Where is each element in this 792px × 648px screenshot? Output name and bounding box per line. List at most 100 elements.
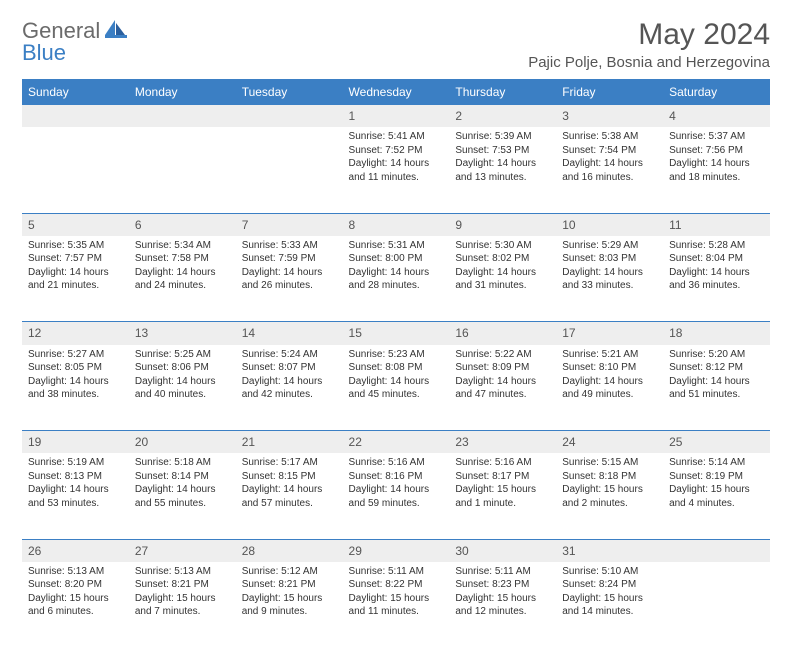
sunset-text: Sunset: 7:54 PM bbox=[562, 144, 657, 158]
day1-text: Daylight: 15 hours bbox=[669, 483, 764, 497]
day-cell: Sunrise: 5:25 AMSunset: 8:06 PMDaylight:… bbox=[129, 345, 236, 431]
day-cell: Sunrise: 5:12 AMSunset: 8:21 PMDaylight:… bbox=[236, 562, 343, 648]
sunrise-text: Sunrise: 5:13 AM bbox=[28, 565, 123, 579]
day-cell: Sunrise: 5:21 AMSunset: 8:10 PMDaylight:… bbox=[556, 345, 663, 431]
day1-text: Daylight: 14 hours bbox=[669, 157, 764, 171]
day1-text: Daylight: 15 hours bbox=[242, 592, 337, 606]
sunset-text: Sunset: 8:10 PM bbox=[562, 361, 657, 375]
sunset-text: Sunset: 8:08 PM bbox=[349, 361, 444, 375]
day1-text: Daylight: 14 hours bbox=[562, 157, 657, 171]
week-row: Sunrise: 5:27 AMSunset: 8:05 PMDaylight:… bbox=[22, 345, 770, 431]
day2-text: and 33 minutes. bbox=[562, 279, 657, 293]
sunset-text: Sunset: 8:21 PM bbox=[135, 578, 230, 592]
day-cell: Sunrise: 5:33 AMSunset: 7:59 PMDaylight:… bbox=[236, 236, 343, 322]
day-number: 5 bbox=[22, 213, 129, 236]
sunset-text: Sunset: 7:58 PM bbox=[135, 252, 230, 266]
sunrise-text: Sunrise: 5:11 AM bbox=[455, 565, 550, 579]
day-number: 14 bbox=[236, 322, 343, 345]
day-cell: Sunrise: 5:18 AMSunset: 8:14 PMDaylight:… bbox=[129, 453, 236, 539]
sunset-text: Sunset: 8:04 PM bbox=[669, 252, 764, 266]
day2-text: and 21 minutes. bbox=[28, 279, 123, 293]
day-cell: Sunrise: 5:35 AMSunset: 7:57 PMDaylight:… bbox=[22, 236, 129, 322]
day1-text: Daylight: 15 hours bbox=[455, 483, 550, 497]
week-row: Sunrise: 5:13 AMSunset: 8:20 PMDaylight:… bbox=[22, 562, 770, 648]
day2-text: and 51 minutes. bbox=[669, 388, 764, 402]
day-cell bbox=[129, 127, 236, 213]
daynum-row: 567891011 bbox=[22, 213, 770, 236]
day1-text: Daylight: 14 hours bbox=[349, 157, 444, 171]
day1-text: Daylight: 15 hours bbox=[135, 592, 230, 606]
day2-text: and 16 minutes. bbox=[562, 171, 657, 185]
day2-text: and 2 minutes. bbox=[562, 497, 657, 511]
brand-sail-icon bbox=[105, 20, 127, 43]
day-cell bbox=[236, 127, 343, 213]
day1-text: Daylight: 14 hours bbox=[242, 483, 337, 497]
day2-text: and 11 minutes. bbox=[349, 605, 444, 619]
day-number: 30 bbox=[449, 539, 556, 562]
day2-text: and 14 minutes. bbox=[562, 605, 657, 619]
day1-text: Daylight: 14 hours bbox=[28, 266, 123, 280]
location-label: Pajic Polje, Bosnia and Herzegovina bbox=[528, 54, 770, 71]
day-number: 4 bbox=[663, 105, 770, 128]
sunset-text: Sunset: 8:19 PM bbox=[669, 470, 764, 484]
sunset-text: Sunset: 7:59 PM bbox=[242, 252, 337, 266]
day-number: 7 bbox=[236, 213, 343, 236]
daynum-row: 262728293031 bbox=[22, 539, 770, 562]
sunset-text: Sunset: 8:02 PM bbox=[455, 252, 550, 266]
sunrise-text: Sunrise: 5:12 AM bbox=[242, 565, 337, 579]
day-number: 21 bbox=[236, 431, 343, 454]
sunrise-text: Sunrise: 5:38 AM bbox=[562, 130, 657, 144]
day-number: 20 bbox=[129, 431, 236, 454]
day-cell: Sunrise: 5:14 AMSunset: 8:19 PMDaylight:… bbox=[663, 453, 770, 539]
day1-text: Daylight: 14 hours bbox=[349, 266, 444, 280]
sunrise-text: Sunrise: 5:15 AM bbox=[562, 456, 657, 470]
day-cell: Sunrise: 5:39 AMSunset: 7:53 PMDaylight:… bbox=[449, 127, 556, 213]
day-number: 8 bbox=[343, 213, 450, 236]
sunset-text: Sunset: 8:06 PM bbox=[135, 361, 230, 375]
day-cell: Sunrise: 5:15 AMSunset: 8:18 PMDaylight:… bbox=[556, 453, 663, 539]
day-header-row: Sunday Monday Tuesday Wednesday Thursday… bbox=[22, 80, 770, 105]
sunrise-text: Sunrise: 5:35 AM bbox=[28, 239, 123, 253]
day2-text: and 7 minutes. bbox=[135, 605, 230, 619]
brand-part2: Blue bbox=[22, 40, 66, 66]
sunset-text: Sunset: 7:57 PM bbox=[28, 252, 123, 266]
day2-text: and 55 minutes. bbox=[135, 497, 230, 511]
sunset-text: Sunset: 8:09 PM bbox=[455, 361, 550, 375]
day-number: 18 bbox=[663, 322, 770, 345]
sunrise-text: Sunrise: 5:24 AM bbox=[242, 348, 337, 362]
sunset-text: Sunset: 8:00 PM bbox=[349, 252, 444, 266]
day1-text: Daylight: 14 hours bbox=[28, 483, 123, 497]
day-cell: Sunrise: 5:20 AMSunset: 8:12 PMDaylight:… bbox=[663, 345, 770, 431]
day2-text: and 59 minutes. bbox=[349, 497, 444, 511]
day2-text: and 9 minutes. bbox=[242, 605, 337, 619]
day-header: Tuesday bbox=[236, 80, 343, 105]
day2-text: and 18 minutes. bbox=[669, 171, 764, 185]
day-header: Thursday bbox=[449, 80, 556, 105]
day1-text: Daylight: 14 hours bbox=[455, 266, 550, 280]
sunrise-text: Sunrise: 5:33 AM bbox=[242, 239, 337, 253]
day1-text: Daylight: 15 hours bbox=[349, 592, 444, 606]
day-number: 9 bbox=[449, 213, 556, 236]
sunrise-text: Sunrise: 5:23 AM bbox=[349, 348, 444, 362]
day2-text: and 31 minutes. bbox=[455, 279, 550, 293]
day-header: Wednesday bbox=[343, 80, 450, 105]
day-number: 26 bbox=[22, 539, 129, 562]
page-header: General May 2024 Pajic Polje, Bosnia and… bbox=[22, 18, 770, 71]
day-number: 1 bbox=[343, 105, 450, 128]
sunset-text: Sunset: 8:13 PM bbox=[28, 470, 123, 484]
day-number: 6 bbox=[129, 213, 236, 236]
sunset-text: Sunset: 8:23 PM bbox=[455, 578, 550, 592]
sunrise-text: Sunrise: 5:11 AM bbox=[349, 565, 444, 579]
day-cell bbox=[663, 562, 770, 648]
sunset-text: Sunset: 8:12 PM bbox=[669, 361, 764, 375]
sunrise-text: Sunrise: 5:28 AM bbox=[669, 239, 764, 253]
day-cell: Sunrise: 5:16 AMSunset: 8:17 PMDaylight:… bbox=[449, 453, 556, 539]
day2-text: and 49 minutes. bbox=[562, 388, 657, 402]
sunset-text: Sunset: 8:14 PM bbox=[135, 470, 230, 484]
day1-text: Daylight: 14 hours bbox=[669, 375, 764, 389]
day2-text: and 36 minutes. bbox=[669, 279, 764, 293]
day-number: 13 bbox=[129, 322, 236, 345]
day-number: 22 bbox=[343, 431, 450, 454]
day-cell bbox=[22, 127, 129, 213]
day-number: 31 bbox=[556, 539, 663, 562]
